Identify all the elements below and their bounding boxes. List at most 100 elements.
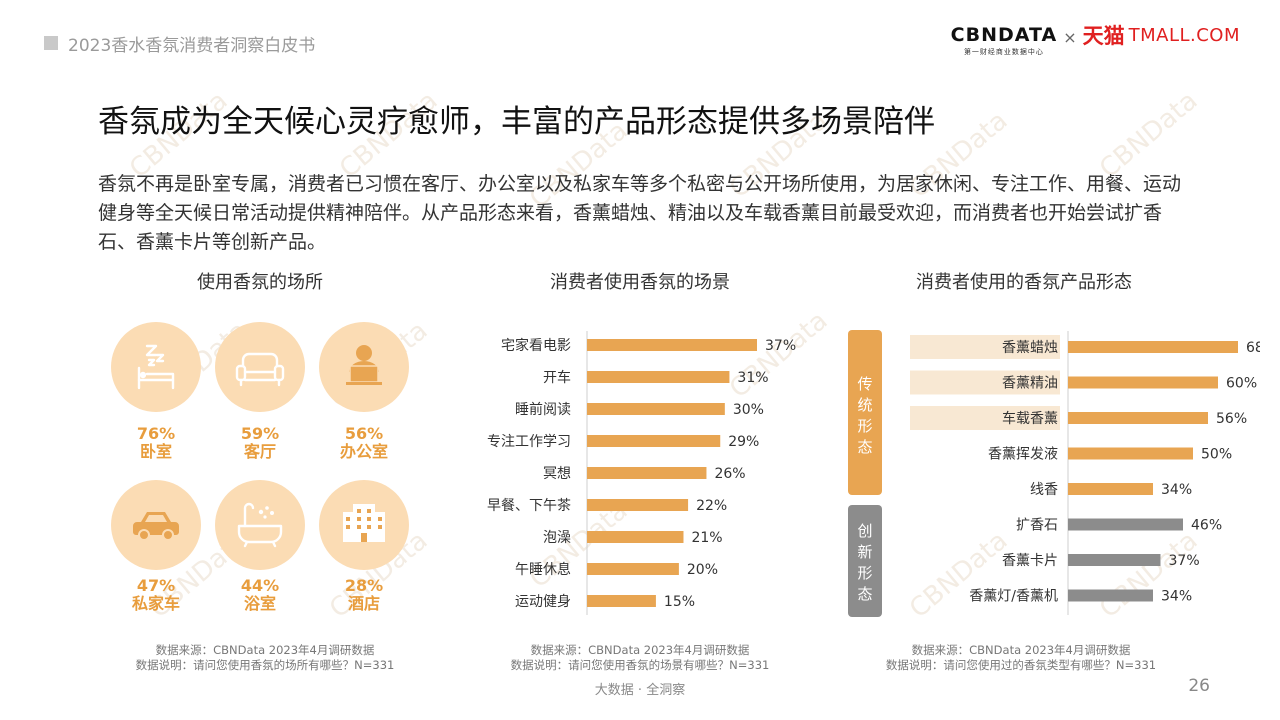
header-square-icon — [44, 36, 58, 50]
scenes-category-label: 冥想 — [543, 466, 571, 482]
scenes-category-label: 泡澡 — [543, 530, 571, 546]
hotel-icon — [343, 504, 385, 542]
forms-category-label: 香薰挥发液 — [988, 447, 1058, 463]
place-pct-livingroom: 59% — [240, 424, 280, 443]
sofa-icon — [235, 352, 285, 387]
footer-slogan: 大数据 · 全洞察 — [594, 683, 686, 698]
place-circle-bathroom — [215, 480, 305, 570]
forms-bar — [1068, 447, 1193, 460]
scenes-bar — [587, 595, 656, 607]
place-circle-hotel — [319, 480, 409, 570]
forms-value-label: 60% — [1226, 376, 1257, 392]
group-label-innovative-char: 态 — [857, 585, 872, 603]
intro-paragraph: 香氛不再是卧室专属，消费者已习惯在客厅、办公室以及私家车等多个私密与公开场所使用… — [98, 173, 1182, 253]
forms-bar-chart: 传统形态创新形态香薰蜡烛68%香薰精油60%车载香薰56%香薰挥发液50%线香3… — [848, 330, 1260, 617]
scenes-value-label: 22% — [696, 498, 727, 514]
group-label-traditional-char: 统 — [857, 396, 872, 414]
forms-section-title: 消费者使用的香氛产品形态 — [916, 272, 1132, 293]
scenes-category-label: 开车 — [543, 369, 571, 386]
scenes-bar — [587, 403, 725, 415]
group-label-innovative-char: 新 — [857, 543, 872, 561]
place-circle-car — [111, 480, 201, 570]
scenes-section-title: 消费者使用香氛的场景 — [550, 272, 730, 293]
forms-category-label: 香薰卡片 — [1002, 553, 1058, 569]
brand-logos: CBNDATA 第一财经商业数据中心 × 天猫 TMALL.COM — [951, 24, 1240, 57]
cbndata-logo-subtitle: 第一财经商业数据中心 — [963, 48, 1044, 56]
places-source-note: 数据来源：CBNData 2023年4月调研数据 数据说明：请问您使用香氛的场所… — [110, 643, 420, 673]
place-label-office: 办公室 — [339, 442, 388, 461]
scenes-value-label: 31% — [737, 370, 768, 386]
place-pct-car: 47% — [136, 576, 176, 595]
scenes-bar — [587, 467, 707, 479]
report-title: 2023香水香氛消费者洞察白皮书 — [68, 36, 316, 56]
forms-label-highlight — [910, 335, 1060, 359]
forms-value-label: 46% — [1191, 518, 1222, 534]
forms-category-label: 香薰蜡烛 — [1002, 340, 1058, 356]
scenes-value-label: 21% — [691, 530, 722, 546]
place-circle-bedroom — [111, 322, 201, 412]
scenes-value-label: 37% — [765, 338, 796, 354]
cbndata-logo: CBNDATA 第一财经商业数据中心 — [951, 24, 1058, 57]
place-pct-bedroom: 76% — [136, 424, 176, 443]
bathtub-icon — [237, 502, 283, 548]
group-label-traditional-char: 形 — [857, 417, 872, 435]
forms-value-label: 34% — [1161, 589, 1192, 605]
page-title: 香氛成为全天候心灵疗愈师，丰富的产品形态提供多场景陪伴 — [98, 104, 935, 140]
scenes-category-label: 睡前阅读 — [515, 401, 571, 418]
place-label-bedroom: 卧室 — [139, 442, 172, 461]
place-circle-office — [319, 322, 409, 412]
scenes-bar — [587, 563, 679, 575]
forms-category-label: 香薰精油 — [1002, 376, 1058, 392]
scenes-value-label: 26% — [714, 466, 745, 482]
forms-value-label: 37% — [1169, 553, 1200, 569]
cbndata-logo-text: CBNDATA — [950, 24, 1058, 46]
scenes-category-label: 宅家看电影 — [501, 337, 571, 354]
forms-bar — [1068, 376, 1218, 389]
scenes-value-label: 20% — [687, 562, 718, 578]
place-pct-hotel: 28% — [344, 576, 384, 595]
car-icon — [133, 512, 179, 541]
forms-category-label: 扩香石 — [1016, 518, 1058, 534]
place-label-bathroom: 浴室 — [243, 594, 276, 613]
forms-value-label: 56% — [1216, 411, 1247, 427]
group-label-innovative-char: 创 — [857, 522, 872, 540]
scenes-category-label: 早餐、下午茶 — [487, 498, 571, 514]
place-pct-office: 56% — [344, 424, 384, 443]
place-circle-livingroom — [215, 322, 305, 412]
scenes-bar — [587, 371, 730, 383]
scenes-bar — [587, 435, 721, 447]
forms-value-label: 68% — [1246, 340, 1260, 356]
scenes-bar — [587, 339, 757, 351]
bed-sleep-icon — [137, 344, 175, 390]
scenes-value-label: 30% — [733, 402, 764, 418]
scenes-source-note: 数据来源：CBNData 2023年4月调研数据 数据说明：请问您使用香氛的场景… — [485, 643, 795, 673]
forms-source-line2: 数据说明：请问您使用过的香氛类型有哪些？N=331 — [885, 658, 1157, 672]
scenes-source-line2: 数据说明：请问您使用香氛的场景有哪些？N=331 — [510, 658, 770, 672]
forms-bar — [1068, 341, 1238, 353]
places-section-title: 使用香氛的场所 — [197, 272, 323, 293]
scenes-value-label: 29% — [728, 434, 759, 450]
places-source-line1: 数据来源：CBNData 2023年4月调研数据 — [155, 643, 375, 657]
place-pct-bathroom: 44% — [240, 576, 280, 595]
forms-category-label: 香薰灯/香薰机 — [969, 589, 1058, 605]
forms-bar — [1068, 554, 1161, 566]
forms-category-label: 线香 — [1030, 482, 1058, 498]
group-label-traditional-char: 态 — [857, 438, 872, 456]
place-label-hotel: 酒店 — [347, 594, 380, 613]
scenes-bar — [587, 499, 689, 511]
scenes-category-label: 专注工作学习 — [487, 434, 571, 450]
forms-label-highlight — [910, 370, 1060, 395]
forms-label-highlight — [910, 406, 1060, 430]
times-sign: × — [1063, 28, 1077, 47]
forms-source-note: 数据来源：CBNData 2023年4月调研数据 数据说明：请问您使用过的香氛类… — [866, 643, 1176, 673]
office-worker-icon — [346, 345, 382, 385]
group-box-traditional — [848, 330, 882, 495]
group-box-innovative — [848, 505, 882, 617]
place-label-car: 私家车 — [131, 594, 180, 613]
scenes-bar — [587, 531, 684, 543]
page-number: 26 — [1188, 676, 1210, 696]
tmall-logo-cn: 天猫 — [1082, 24, 1125, 48]
forms-value-label: 34% — [1161, 482, 1192, 498]
group-label-innovative-char: 形 — [857, 564, 872, 582]
forms-bar — [1068, 412, 1208, 424]
